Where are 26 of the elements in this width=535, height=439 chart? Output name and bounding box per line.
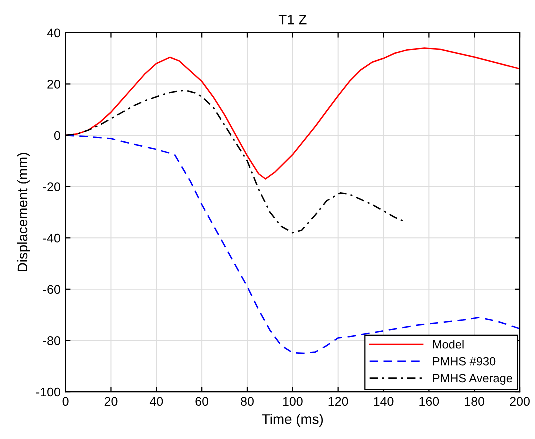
- y-tick-label: -60: [43, 285, 60, 294]
- y-tick-label: 0: [54, 131, 60, 140]
- legend-label: PMHS Average: [433, 374, 512, 385]
- x-tick-label: 160: [420, 397, 440, 406]
- legend-label: PMHS #930: [433, 357, 496, 366]
- x-tick-label: 20: [104, 397, 118, 406]
- y-tick-label: -80: [43, 336, 60, 346]
- x-tick-label: 180: [465, 397, 485, 406]
- y-axis-title: Displacement (mm): [17, 153, 30, 272]
- chart-title: T1 Z: [278, 15, 307, 25]
- x-tick-label: 40: [150, 397, 164, 406]
- y-tick-label: -100: [36, 388, 60, 397]
- x-tick-label: 140: [374, 397, 394, 406]
- x-tick-label: 100: [283, 397, 303, 406]
- x-tick-label: 80: [241, 397, 254, 406]
- y-tick-label: -40: [43, 234, 60, 243]
- y-tick-label: 40: [47, 28, 60, 38]
- x-axis-title: Time (ms): [262, 414, 324, 428]
- line-series: [66, 134, 520, 354]
- x-tick-label: 200: [510, 397, 530, 406]
- legend-label: Model: [433, 340, 464, 349]
- y-tick-label: -20: [43, 182, 60, 192]
- y-tick-label: 20: [48, 80, 60, 89]
- x-tick-label: 60: [196, 397, 209, 406]
- x-tick-label: 120: [328, 397, 348, 406]
- x-tick-label: 0: [62, 397, 69, 406]
